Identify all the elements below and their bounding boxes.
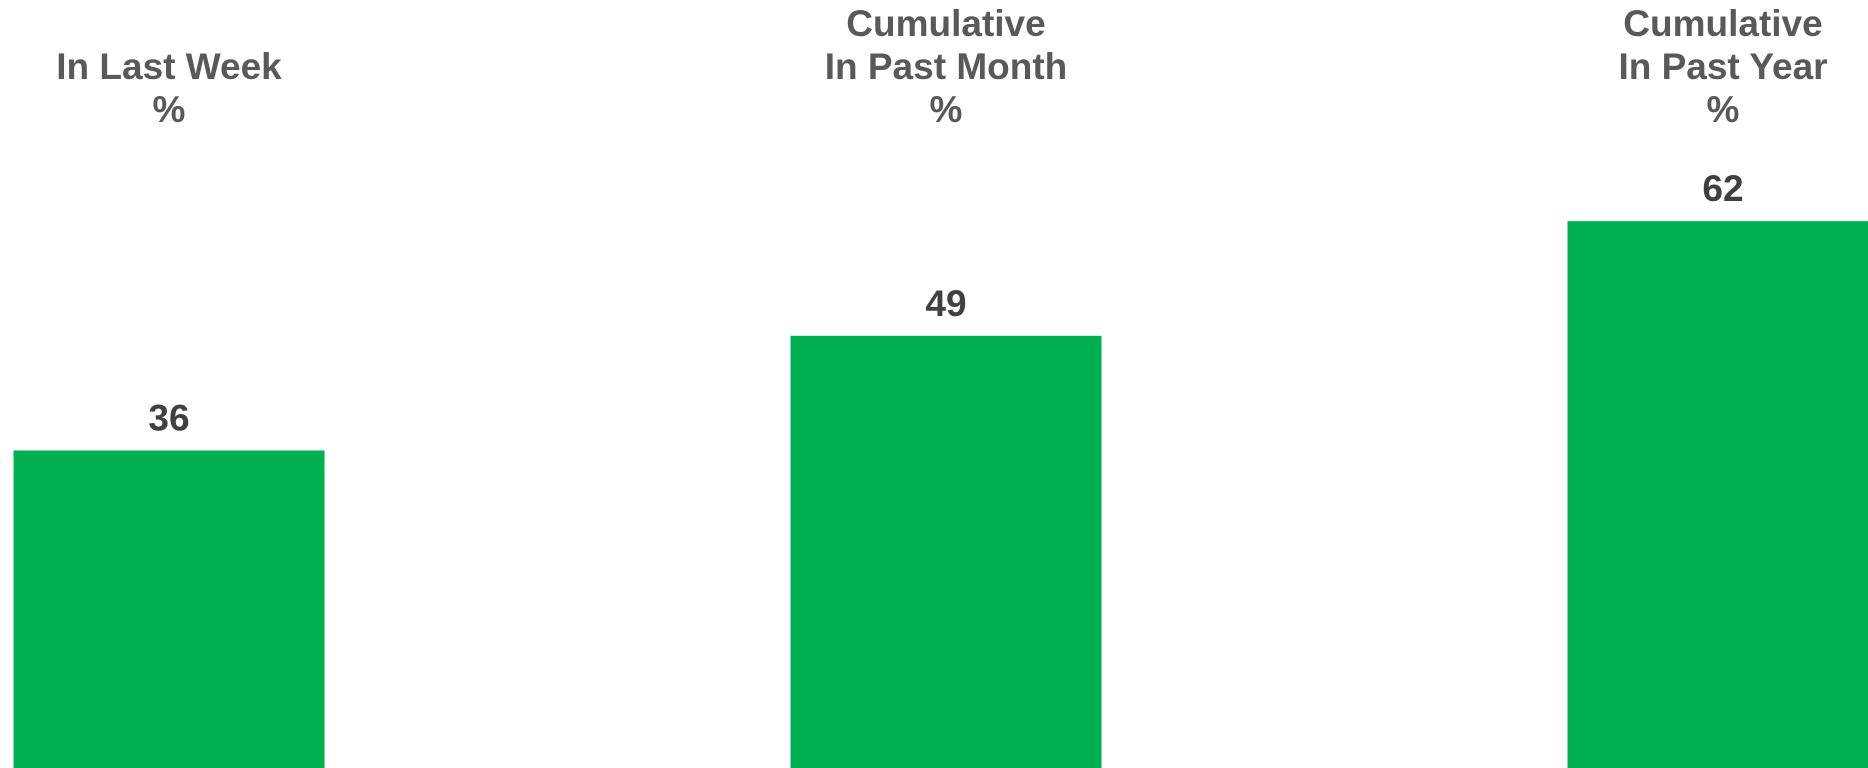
value-label-2: 62: [1702, 168, 1743, 209]
category-header-2-line-1: In Past Year: [1618, 46, 1827, 87]
category-header-0-line-0: In Last Week: [56, 46, 282, 87]
category-header-2-line-2: %: [1707, 89, 1740, 130]
value-label-1: 49: [925, 283, 966, 324]
category-header-1-line-0: Cumulative: [846, 3, 1045, 44]
bar-2: [1567, 221, 1868, 768]
value-label-0: 36: [148, 397, 189, 438]
category-header-1-line-2: %: [930, 89, 963, 130]
bars-layer: [13, 221, 1868, 768]
category-header-0-line-1: %: [153, 89, 186, 130]
bar-0: [13, 450, 325, 768]
bar-1: [790, 335, 1102, 768]
category-header-2-line-0: Cumulative: [1623, 3, 1822, 44]
value-labels: 36 49 62: [148, 168, 1743, 438]
category-header-1-line-1: In Past Month: [825, 46, 1068, 87]
